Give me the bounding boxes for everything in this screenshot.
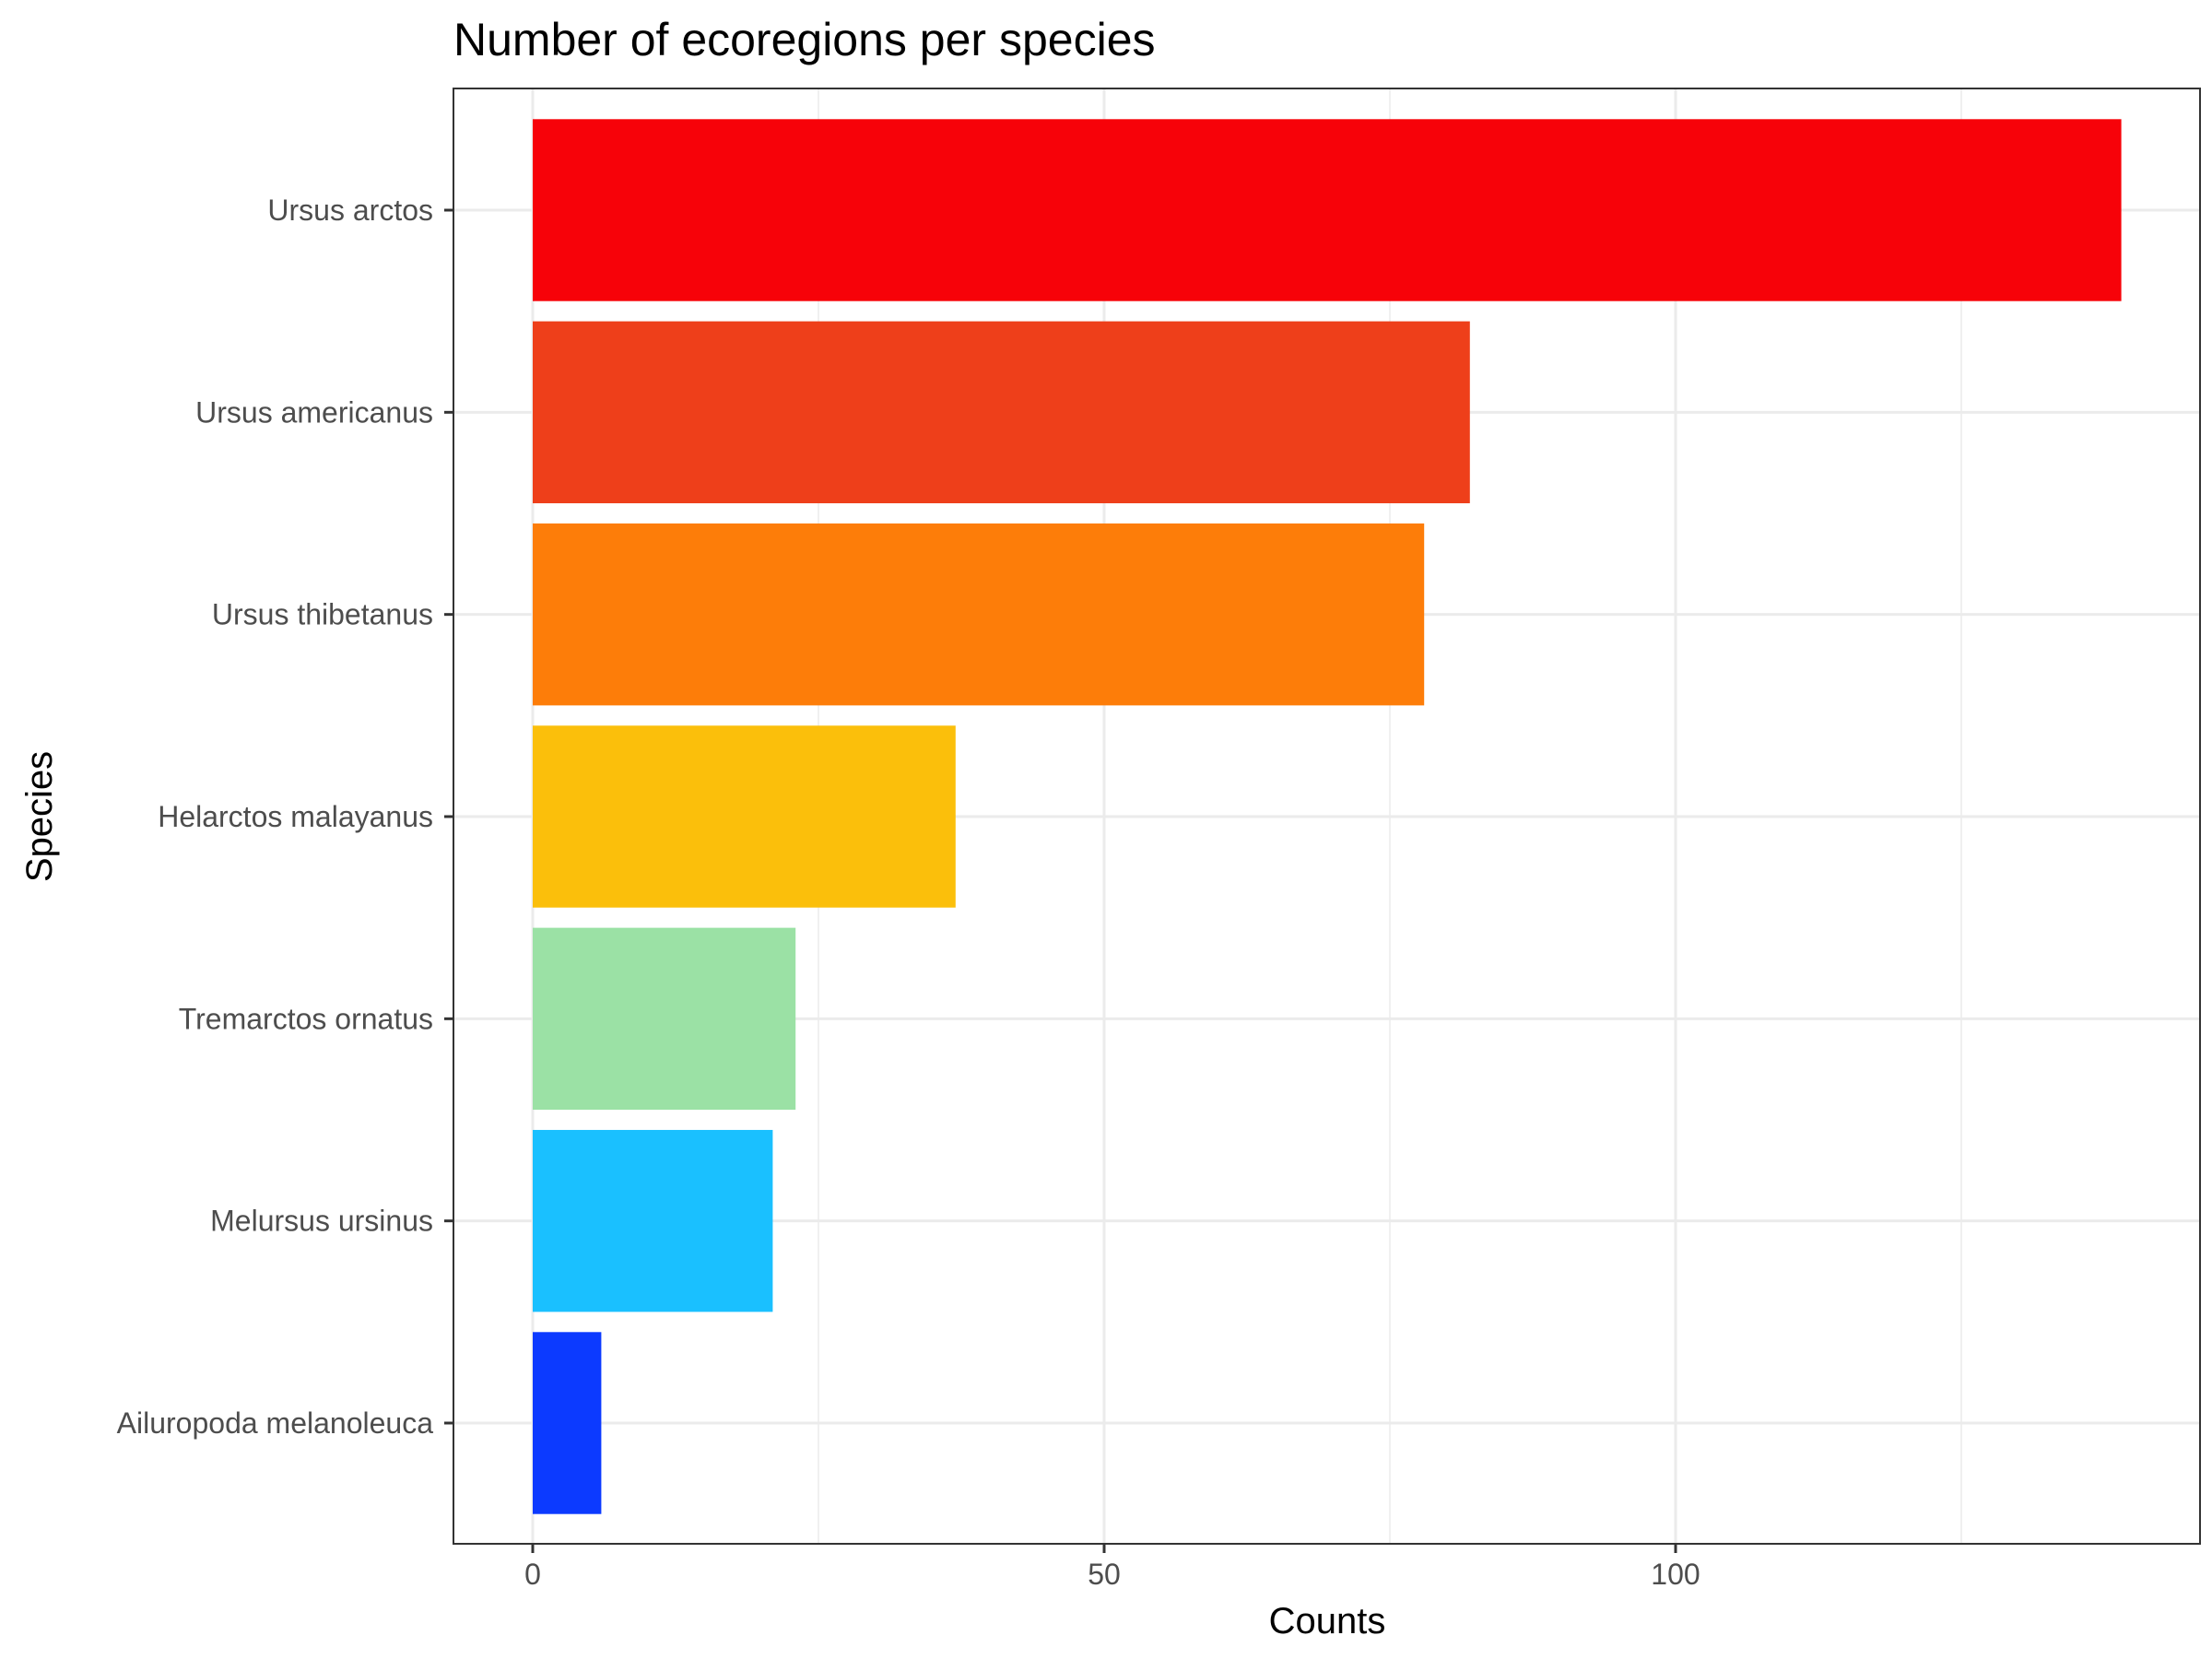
y-tick-label: Ursus americanus	[195, 395, 433, 429]
bar	[533, 927, 796, 1111]
x-tick-label: 100	[1651, 1558, 1700, 1591]
x-axis-title: Counts	[1269, 1601, 1386, 1641]
chart-title: Number of ecoregions per species	[453, 14, 1156, 65]
y-tick-label: Ursus thibetanus	[212, 598, 433, 631]
bar	[533, 523, 1425, 706]
y-tick-label: Helarctos malayanus	[158, 800, 433, 833]
y-tick-label: Melursus ursinus	[210, 1205, 433, 1238]
bar	[533, 1129, 773, 1312]
bar	[533, 1332, 602, 1514]
y-tick-label: Ailuropoda melanoleuca	[117, 1406, 434, 1440]
bars	[533, 119, 2122, 1514]
y-tick-label: Ursus arctos	[267, 194, 433, 227]
bar	[533, 725, 956, 908]
x-axis: 0 50 100	[524, 1544, 1700, 1591]
y-axis: Ursus arctos Ursus americanus Ursus thibet…	[117, 194, 453, 1440]
y-tick-label: Tremarctos ornatus	[179, 1002, 433, 1035]
x-tick-label: 0	[524, 1558, 541, 1591]
y-axis-title: Species	[19, 751, 60, 882]
bar	[533, 321, 1470, 504]
x-tick-label: 50	[1088, 1558, 1121, 1591]
bar	[533, 119, 2122, 301]
